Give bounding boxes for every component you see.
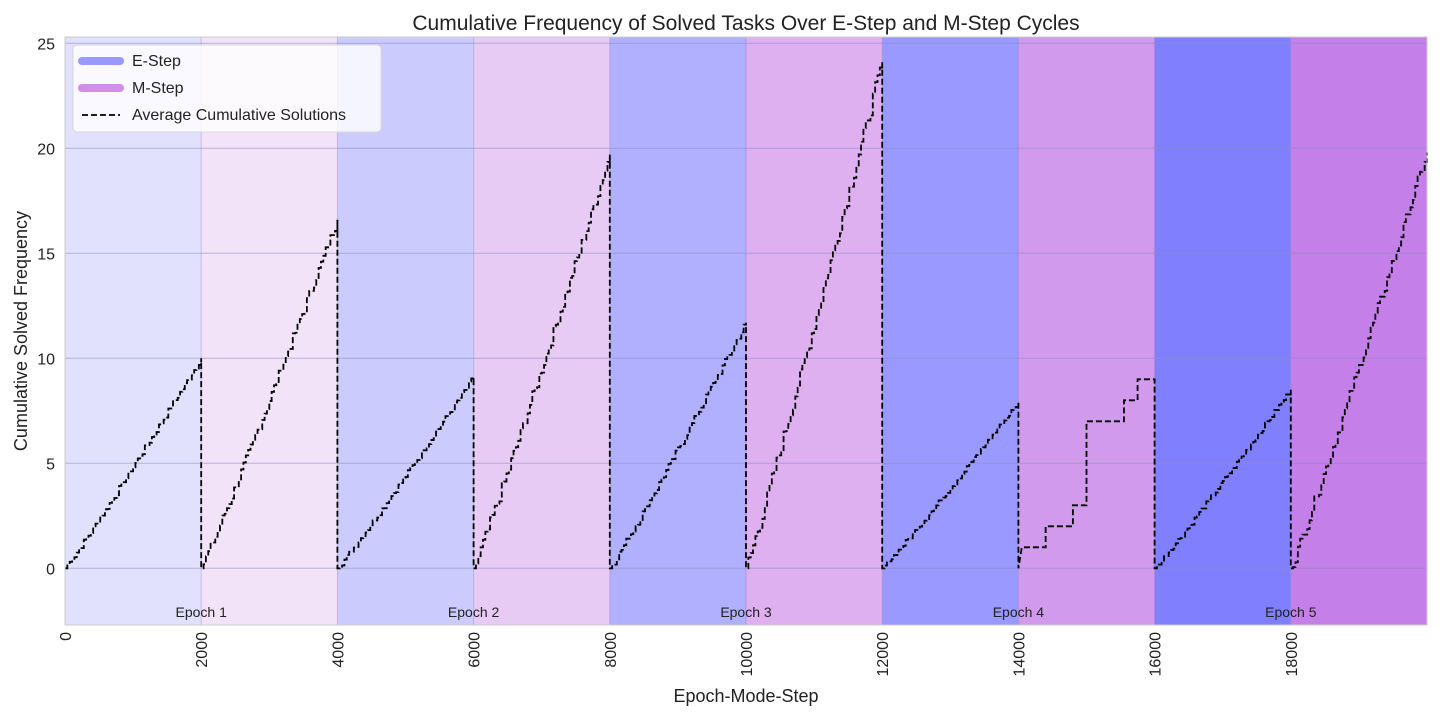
band-8-m-step	[1018, 37, 1155, 625]
band-10-m-step	[1290, 37, 1427, 625]
chart-title: Cumulative Frequency of Solved Tasks Ove…	[412, 12, 1079, 35]
legend-label: M-Step	[132, 80, 184, 97]
epoch-label: Epoch 5	[1265, 604, 1317, 620]
band-7-e-step	[882, 37, 1019, 625]
y-tick-label: 20	[37, 141, 55, 158]
band-9-e-step	[1154, 37, 1291, 625]
epoch-label: Epoch 1	[176, 604, 228, 620]
epoch-label: Epoch 2	[448, 604, 500, 620]
x-tick-label: 16000	[1148, 632, 1165, 677]
mode-bands	[65, 37, 1427, 625]
legend-box	[72, 44, 382, 133]
epoch-label: Epoch 4	[993, 604, 1045, 620]
epoch-label: Epoch 3	[720, 604, 772, 620]
x-tick-label: 12000	[875, 632, 892, 677]
x-tick-label: 8000	[603, 632, 620, 668]
band-4-m-step	[473, 37, 610, 625]
band-1-e-step	[65, 37, 202, 625]
y-tick-label: 5	[46, 456, 55, 473]
x-tick-label: 0	[58, 632, 75, 641]
y-tick-label: 0	[46, 561, 55, 578]
x-tick-label: 18000	[1284, 632, 1301, 677]
x-tick-label: 10000	[739, 632, 756, 677]
series-average-cumulative-solutions	[65, 62, 1428, 570]
x-axis-label: Epoch-Mode-Step	[673, 686, 818, 706]
data-series	[65, 62, 1428, 570]
y-tick-label: 15	[37, 246, 55, 263]
y-tick-label: 10	[37, 351, 55, 368]
y-tick-label: 25	[37, 36, 55, 53]
grid-lines	[65, 42, 1427, 569]
epoch-labels: Epoch 1 Epoch 2 Epoch 3 Epoch 4 Epoch 5	[176, 604, 1317, 620]
band-2-m-step	[201, 37, 338, 625]
axes: 0 5 10 15 20 25 0 2000 4000 6000 8000 10000 12000 140…	[37, 36, 1428, 677]
y-axis-label: Cumulative Solved Frequency	[11, 211, 31, 451]
band-6-m-step	[746, 37, 883, 625]
legend-label: E-Step	[132, 53, 181, 70]
x-tick-label: 14000	[1011, 632, 1028, 677]
band-3-e-step	[337, 37, 474, 625]
band-5-e-step	[609, 37, 746, 625]
plot-frame	[64, 36, 1428, 626]
x-tick-label: 6000	[467, 632, 484, 668]
x-tick-label: 4000	[330, 632, 347, 668]
legend-label: Average Cumulative Solutions	[132, 107, 346, 124]
legend: E-Step M-Step Average Cumulative Solutions	[72, 44, 382, 133]
x-tick-label: 2000	[194, 632, 211, 668]
